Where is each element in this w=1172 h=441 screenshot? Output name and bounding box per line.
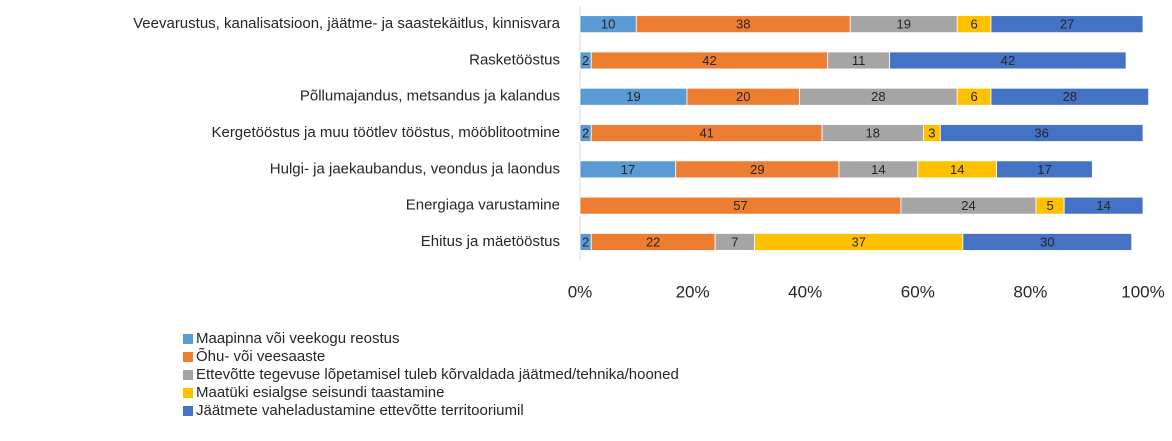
bar-segment — [990, 87, 1150, 106]
x-tick-label: 40% — [788, 282, 822, 301]
data-label: 17 — [1037, 162, 1051, 177]
data-label: 38 — [736, 17, 750, 32]
x-tick-label: 80% — [1013, 282, 1047, 301]
x-tick-label: 0% — [568, 282, 593, 301]
data-label: 17 — [621, 162, 635, 177]
data-label: 22 — [646, 234, 660, 249]
data-label: 20 — [736, 89, 750, 104]
legend-label: Maatüki esialgse seisundi taastamine — [196, 384, 444, 401]
legend-swatch — [183, 352, 193, 362]
data-label: 28 — [1063, 89, 1077, 104]
data-label: 5 — [1046, 198, 1053, 213]
y-tick-label: Veevarustus, kanalisatsioon, jäätme- ja … — [133, 15, 561, 32]
legend-label: Ettevõtte tegevuse lõpetamisel tuleb kõr… — [196, 366, 679, 383]
bar-segment — [939, 124, 1144, 142]
data-label: 41 — [699, 125, 713, 140]
bar-segment — [962, 233, 1133, 251]
y-tick-label: Kergetööstus ja muu töötlev tööstus, möö… — [211, 124, 560, 141]
legend-swatch — [183, 370, 193, 380]
data-label: 6 — [970, 17, 977, 32]
x-tick-label: 60% — [901, 282, 935, 301]
data-label: 36 — [1034, 125, 1048, 140]
data-label: 11 — [852, 53, 866, 68]
data-label: 2 — [582, 53, 589, 68]
data-label: 3 — [928, 125, 935, 140]
data-label: 14 — [871, 162, 885, 177]
data-label: 7 — [731, 234, 738, 249]
legend-label: Jäätmete vaheladustamine ettevõtte terri… — [196, 402, 524, 419]
data-label: 19 — [626, 89, 640, 104]
legend-swatch — [183, 406, 193, 416]
data-label: 42 — [702, 53, 716, 68]
legend-swatch — [183, 388, 193, 398]
y-tick-label: Ehitus ja mäetööstus — [421, 233, 560, 250]
y-tick-label: Hulgi- ja jaekaubandus, veondus ja laond… — [270, 160, 560, 177]
data-label: 14 — [950, 162, 964, 177]
data-label: 37 — [851, 234, 865, 249]
x-tick-label: 20% — [676, 282, 710, 301]
data-label: 2 — [582, 125, 589, 140]
y-tick-label: Rasketööstus — [469, 51, 560, 68]
data-label: 57 — [733, 198, 747, 213]
data-label: 27 — [1060, 17, 1074, 32]
x-tick-label: 100% — [1121, 282, 1164, 301]
data-label: 6 — [970, 89, 977, 104]
legend-label: Õhu- või veesaaste — [196, 348, 325, 365]
data-label: 19 — [896, 17, 910, 32]
data-label: 29 — [750, 162, 764, 177]
data-label: 28 — [871, 89, 885, 104]
bar-segment — [1063, 196, 1144, 215]
data-label: 42 — [1001, 53, 1015, 68]
data-label: 24 — [961, 198, 975, 213]
bar-segment — [990, 15, 1144, 34]
bar-segment — [996, 160, 1093, 179]
data-label: 2 — [582, 234, 589, 249]
data-label: 30 — [1040, 234, 1054, 249]
legend-swatch — [183, 334, 193, 344]
data-label: 14 — [1096, 198, 1110, 213]
bar-segment — [889, 51, 1127, 70]
data-label: 10 — [601, 17, 615, 32]
data-label: 18 — [866, 125, 880, 140]
y-tick-label: Energiaga varustamine — [406, 197, 560, 214]
y-tick-label: Põllumajandus, metsandus ja kalandus — [300, 88, 560, 105]
legend-label: Maapinna või veekogu reostus — [196, 330, 399, 347]
